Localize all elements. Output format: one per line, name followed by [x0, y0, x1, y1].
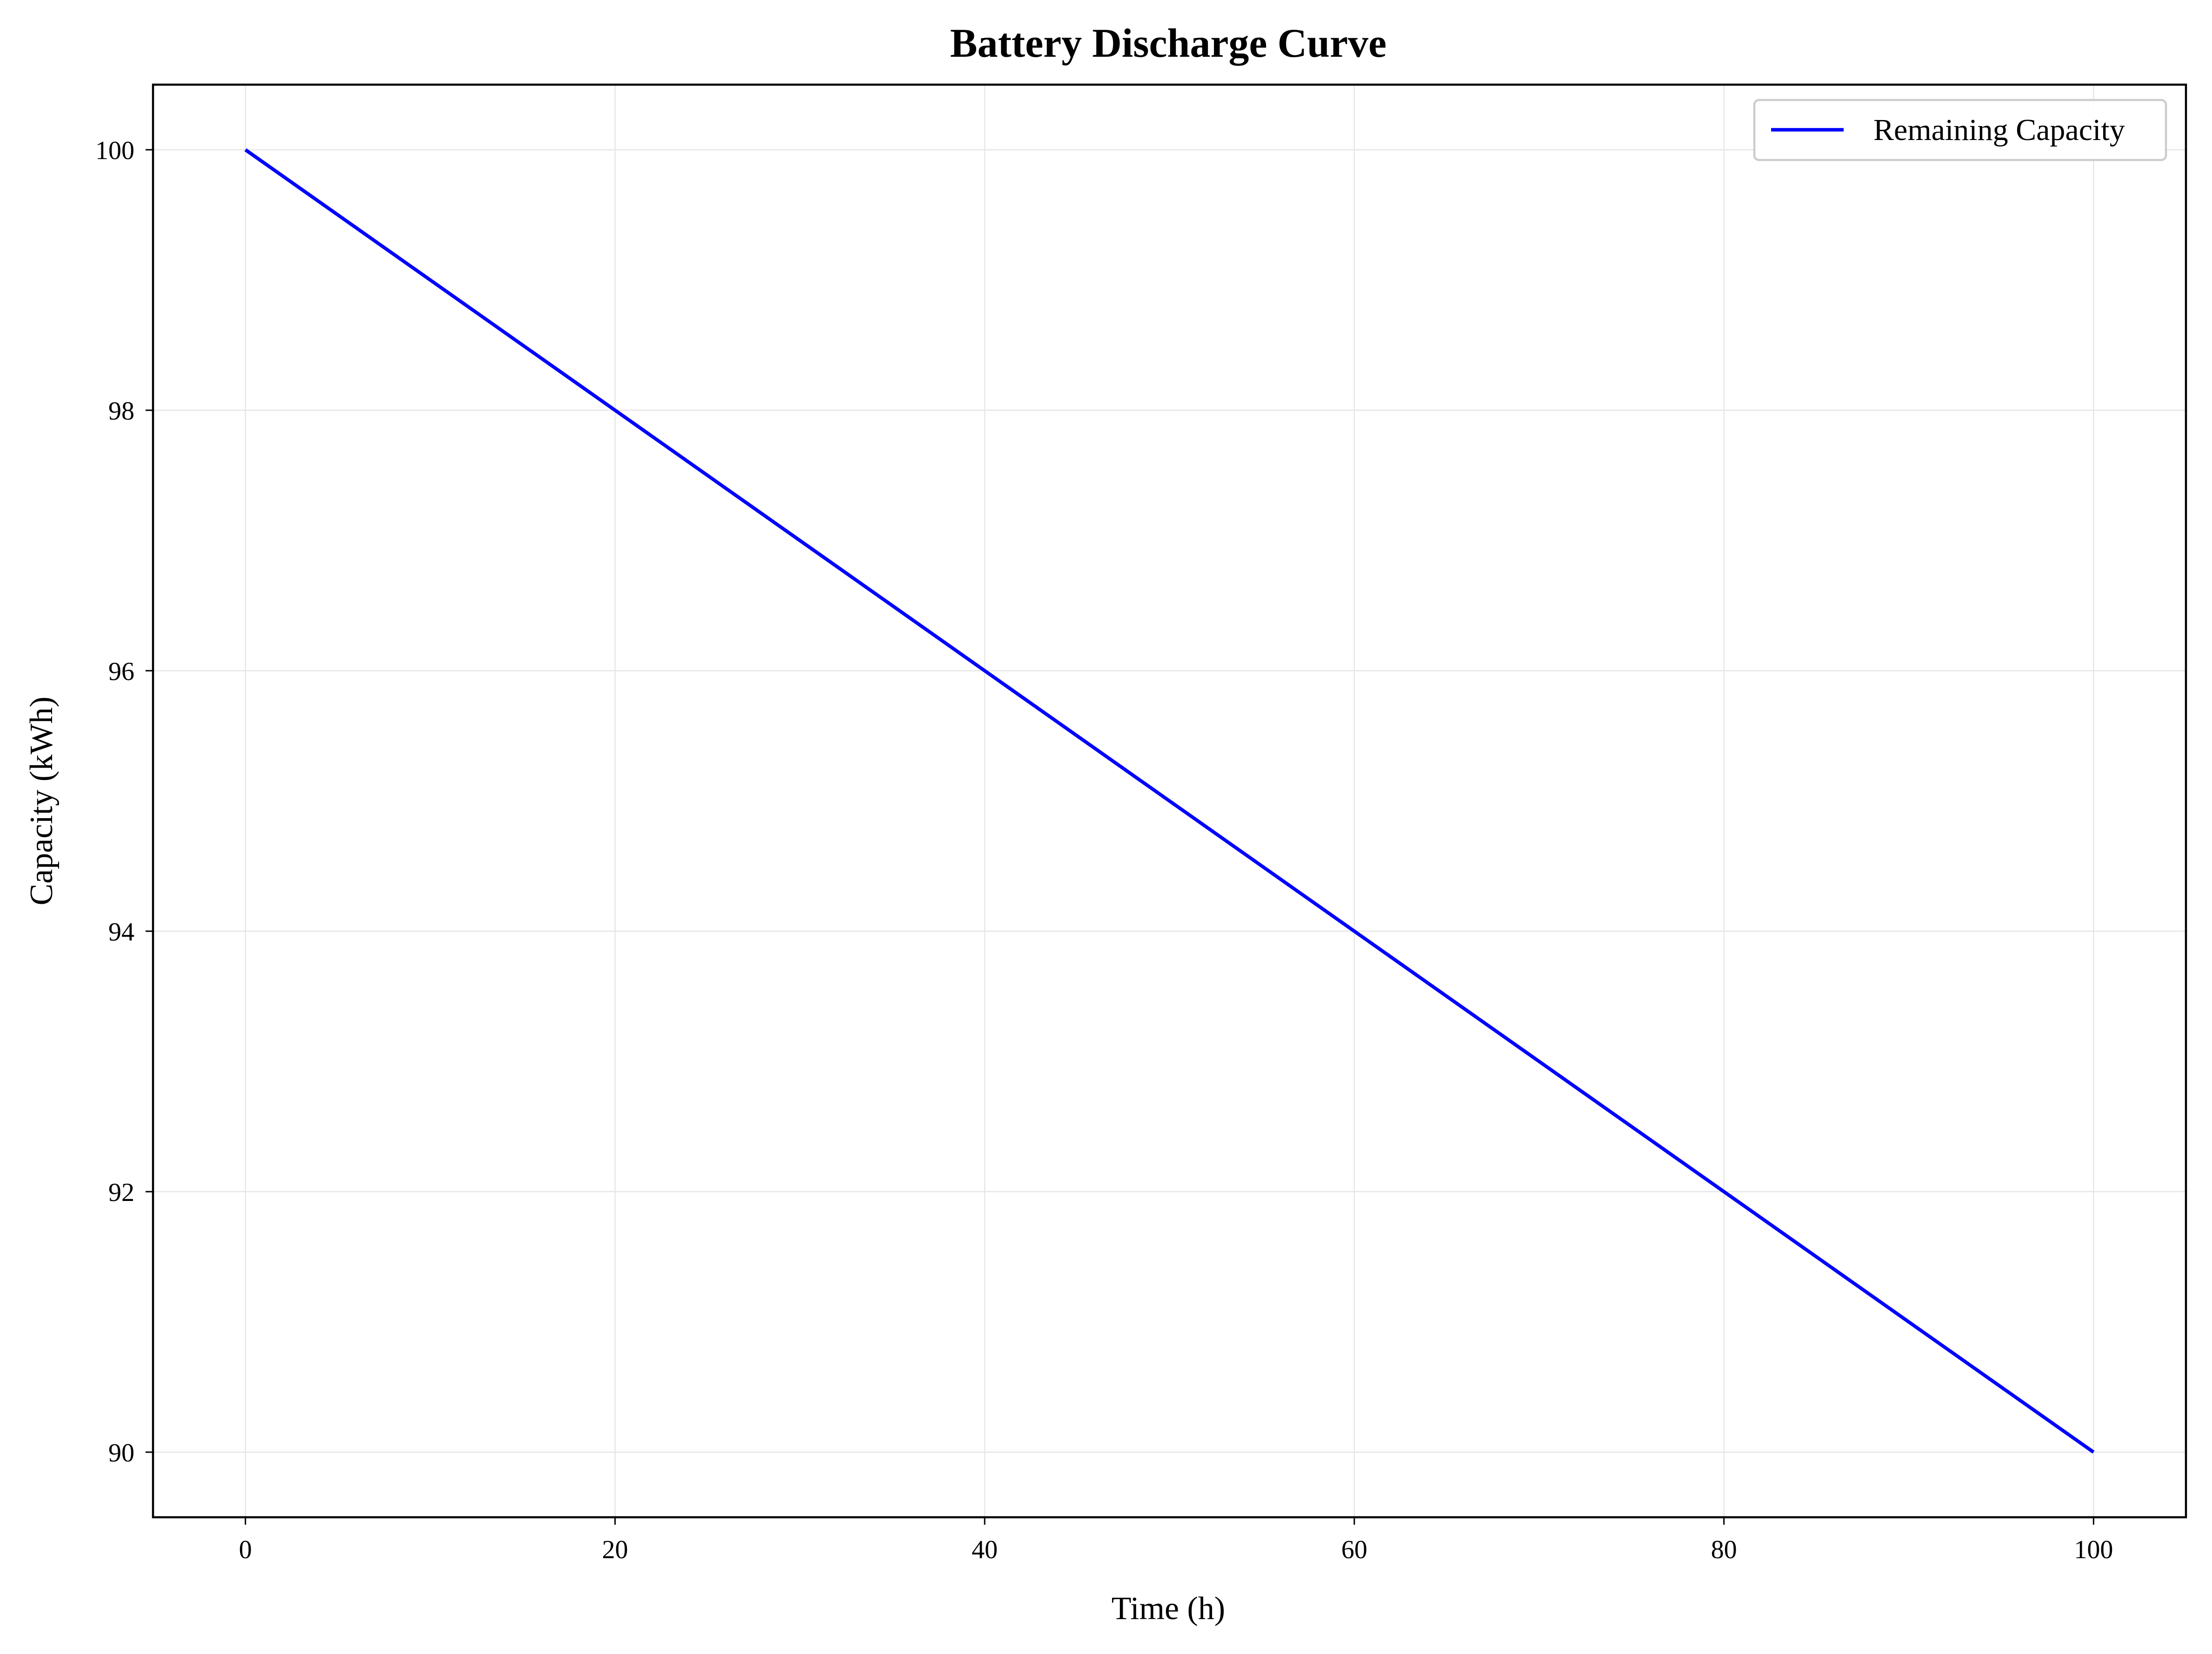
x-tick-label: 20 [602, 1535, 628, 1564]
x-tick-label: 100 [2074, 1535, 2113, 1564]
x-axis-label: Time (h) [1112, 1591, 1225, 1627]
y-tick-label: 90 [108, 1439, 134, 1467]
series-layer [244, 148, 2095, 1454]
series-line-remaining-capacity [244, 148, 2095, 1454]
plot-frame [152, 83, 2187, 1519]
legend-label: Remaining Capacity [1873, 113, 2125, 147]
y-tick-label: 92 [108, 1178, 134, 1207]
x-tick-label: 60 [1341, 1535, 1367, 1564]
x-axis-ticks: 0 20 40 60 80 100 [239, 1517, 2113, 1564]
x-tick-label: 40 [972, 1535, 998, 1564]
y-gridlines [153, 149, 2186, 1453]
x-tick-label: 0 [239, 1535, 252, 1564]
x-gridlines [245, 85, 2094, 1517]
y-axis-ticks: 90 92 94 96 98 100 [95, 136, 153, 1467]
legend: Remaining Capacity [1753, 99, 2167, 161]
y-axis-label: Capacity (kWh) [24, 697, 60, 906]
y-tick-label: 98 [108, 397, 134, 426]
y-tick-label: 94 [108, 918, 134, 947]
plot-area [152, 83, 2187, 1519]
chart-title: Battery Discharge Curve [950, 21, 1386, 66]
x-tick-label: 80 [1711, 1535, 1737, 1564]
y-tick-label: 96 [108, 657, 134, 686]
y-tick-label: 100 [95, 136, 134, 165]
legend-box [1753, 99, 2167, 161]
